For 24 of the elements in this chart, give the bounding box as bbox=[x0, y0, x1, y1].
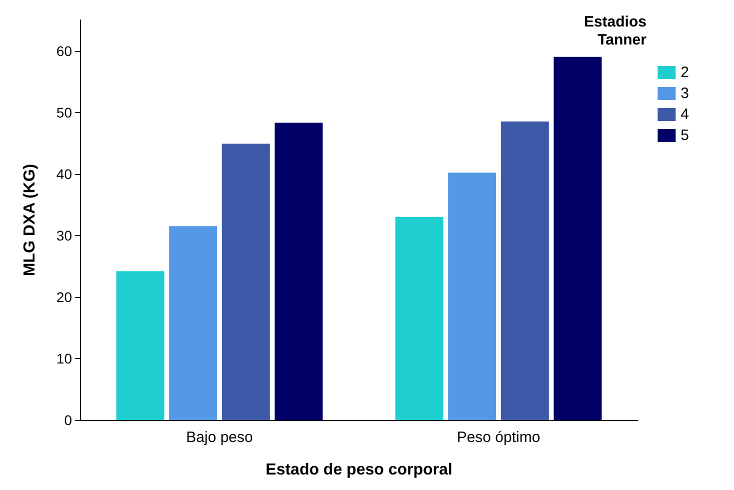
x-axis-title: Estado de peso corporal bbox=[266, 462, 452, 478]
y-tick-label: 30 bbox=[56, 227, 72, 244]
x-tick-label: Peso óptimo bbox=[456, 429, 540, 446]
bar bbox=[500, 122, 549, 420]
legend-title: Estadios Tanner bbox=[584, 14, 647, 48]
bar bbox=[274, 122, 323, 420]
bar bbox=[169, 226, 218, 420]
y-tick-label: 20 bbox=[56, 288, 72, 305]
legend-label: 2 bbox=[680, 64, 689, 81]
x-tick-label: Bajo peso bbox=[186, 429, 253, 446]
y-tick-label: 40 bbox=[56, 166, 72, 182]
legend-label: 4 bbox=[680, 106, 689, 123]
bar bbox=[448, 172, 496, 420]
y-tick-label: 50 bbox=[56, 104, 72, 120]
y-tick-label: 10 bbox=[56, 350, 72, 366]
bar bbox=[554, 56, 602, 420]
bar bbox=[395, 216, 444, 420]
y-tick-label: 0 bbox=[64, 412, 72, 428]
legend-label: 3 bbox=[680, 85, 689, 102]
y-tick-label: 60 bbox=[56, 42, 72, 59]
y-axis-title: MLG DXA (KG) bbox=[22, 164, 38, 276]
legend-label: 5 bbox=[680, 127, 689, 144]
bar bbox=[222, 144, 270, 420]
bar bbox=[116, 271, 164, 420]
